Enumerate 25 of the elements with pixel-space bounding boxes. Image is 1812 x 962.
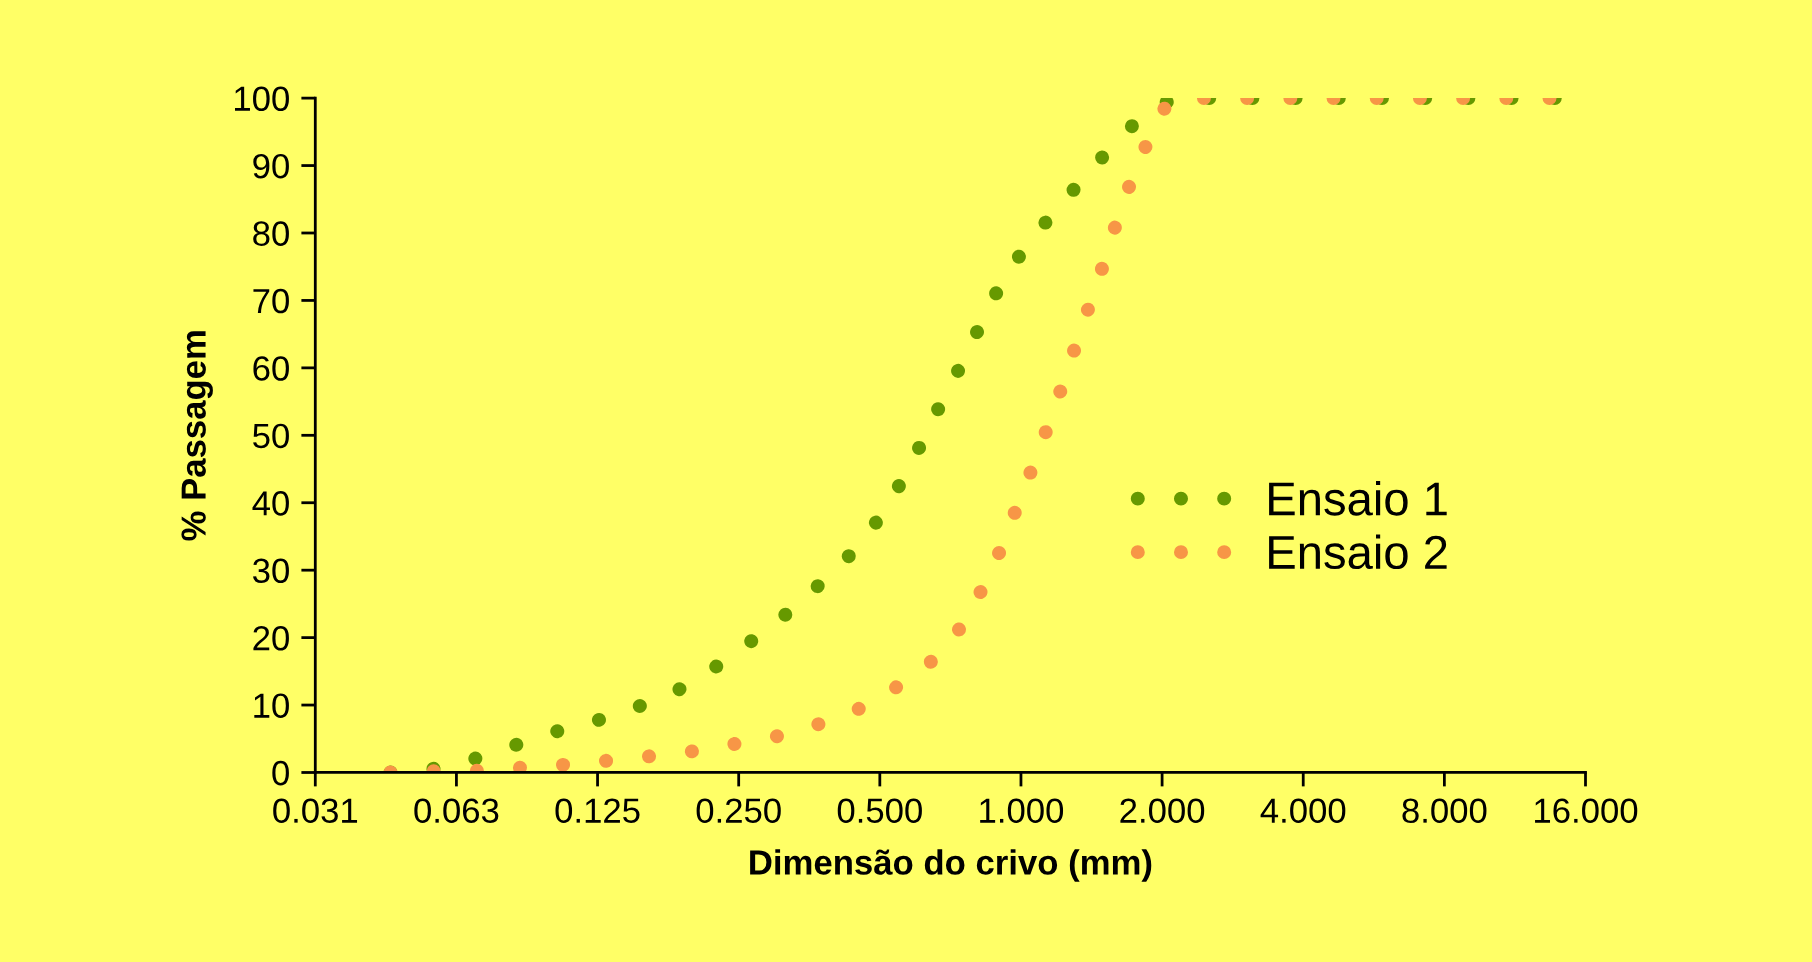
y-tick-label: 40 [252,491,289,516]
x-tick-label: 0.500 [837,798,922,823]
y-tick-label: 50 [253,423,289,449]
y-tick-label: 20 [253,625,289,651]
x-tick-label: 4.000 [1260,798,1346,823]
y-tick-label: 70 [253,288,289,314]
y-tick-label: 90 [253,153,289,179]
y-tick-label: 30 [252,558,289,584]
x-tick-label: 0.250 [696,798,781,823]
y-tick-label: 0 [272,760,289,786]
x-axis-title: Dimensão do crivo (mm) [750,849,1152,882]
y-tick-label: 80 [253,221,289,246]
x-tick-label: 0.031 [273,798,358,823]
legend-label: Ensaio 1 [1269,480,1447,516]
x-tick-label: 0.063 [414,798,499,823]
y-tick-label: 60 [253,356,289,381]
x-tick-label: 1.000 [980,798,1064,823]
y-tick-label: 10 [254,693,289,718]
legend-label: Ensaio 2 [1269,534,1447,570]
x-tick-label: 16.000 [1535,798,1638,823]
x-tick-label: 0.125 [555,798,640,823]
y-tick-label: 100 [235,86,289,112]
y-axis-title: % Passagem [181,331,213,541]
x-tick-label: 2.000 [1120,798,1205,823]
x-tick-label: 8.000 [1402,798,1487,823]
